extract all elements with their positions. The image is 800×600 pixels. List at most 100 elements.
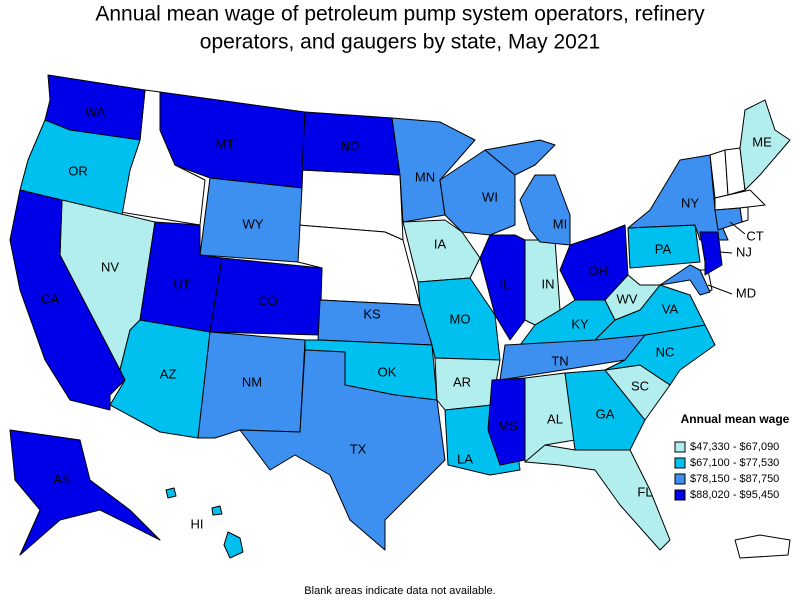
state-label: WA xyxy=(85,104,106,119)
legend-swatch xyxy=(674,473,686,485)
state-label: TN xyxy=(551,353,568,368)
state-label: WV xyxy=(617,291,638,306)
state: SC xyxy=(604,364,671,421)
state-label: HI xyxy=(191,516,204,531)
title: operators, and gaugers by state, May 202… xyxy=(200,31,600,54)
state-shape xyxy=(734,534,791,559)
state-label: PA xyxy=(655,241,672,256)
state-label: MI xyxy=(553,216,567,231)
state: MI xyxy=(484,139,571,246)
state: WY xyxy=(199,177,303,263)
legend: Annual mean wage xyxy=(681,412,790,426)
footnote: Blank areas indicate data not available. xyxy=(304,585,495,597)
state-shape xyxy=(484,139,571,246)
state-label: AK xyxy=(53,471,71,486)
state-shape xyxy=(9,189,126,411)
state-label: VA xyxy=(662,301,679,316)
legend-label: $47,330 - $67,090 xyxy=(690,441,779,453)
state: PA xyxy=(627,224,701,269)
state: ME xyxy=(739,99,791,191)
legend-swatch xyxy=(674,441,686,453)
state-shape xyxy=(165,487,244,559)
state: IL xyxy=(479,234,526,341)
state: VA xyxy=(594,284,706,341)
state-label: IL xyxy=(500,276,511,291)
title: Annual mean wage of petroleum pump syste… xyxy=(95,3,705,26)
state-label: ND xyxy=(341,138,360,153)
state: FL xyxy=(524,444,671,551)
state-label: AR xyxy=(453,374,471,389)
state: TN xyxy=(499,334,646,381)
state: AR xyxy=(434,357,501,411)
state-label: KS xyxy=(363,306,381,321)
state-label: FL xyxy=(637,484,652,499)
state: HI xyxy=(165,487,244,559)
state-label: NM xyxy=(242,374,262,389)
state-shape xyxy=(714,207,743,231)
legend-title: Annual mean wage xyxy=(681,412,790,426)
state-label: CO xyxy=(258,293,278,308)
state: NJ xyxy=(699,231,752,276)
state: WI xyxy=(439,149,516,236)
legend-swatch xyxy=(674,489,686,501)
blank-states xyxy=(119,89,791,559)
state-label: IA xyxy=(434,236,447,251)
state: AK xyxy=(9,429,161,556)
state-shape xyxy=(239,349,446,551)
leader-line xyxy=(719,251,733,254)
leader-line xyxy=(729,221,746,235)
state-shape xyxy=(439,149,516,236)
legend-label: $78,150 - $87,750 xyxy=(690,473,779,485)
state-label: CA xyxy=(41,291,59,306)
legend-label: $88,020 - $95,450 xyxy=(690,489,779,501)
state-shape xyxy=(9,429,161,556)
state-label: MD xyxy=(736,285,756,300)
state-shape xyxy=(699,231,723,276)
state-label: AZ xyxy=(160,366,177,381)
state-label: LA xyxy=(457,451,473,466)
state-label: NV xyxy=(101,259,119,274)
state: MD xyxy=(659,264,756,300)
state-shape xyxy=(487,377,526,466)
state: MS xyxy=(487,377,526,466)
state-shape xyxy=(479,234,526,341)
state: CA xyxy=(9,189,126,411)
state-label: UT xyxy=(173,276,190,291)
state-label: NC xyxy=(656,344,675,359)
state-label: MN xyxy=(415,169,435,184)
state: ND xyxy=(301,111,401,176)
state: TX xyxy=(239,349,446,551)
state: MN xyxy=(391,117,476,223)
state-label: AL xyxy=(547,411,563,426)
state: IN xyxy=(524,239,561,326)
state-label: TX xyxy=(350,441,367,456)
state-shape xyxy=(564,369,646,451)
state-label: NJ xyxy=(736,244,752,259)
legend-swatch xyxy=(674,457,686,469)
state-label: NY xyxy=(681,195,699,210)
state: OR xyxy=(19,119,141,216)
state: NC xyxy=(604,324,716,386)
state: CT xyxy=(714,207,764,243)
state: CO xyxy=(209,257,323,336)
state-shape xyxy=(659,264,711,296)
state: OH xyxy=(559,224,629,301)
state-shape xyxy=(19,119,141,216)
state-label: GA xyxy=(596,406,615,421)
state-label: WY xyxy=(243,216,264,231)
state: NM xyxy=(197,331,306,439)
state-label: MO xyxy=(450,311,471,326)
state-label: WI xyxy=(482,189,498,204)
state-label: KY xyxy=(571,316,589,331)
state: GA xyxy=(564,369,646,451)
state-shape xyxy=(739,99,791,191)
state: MO xyxy=(417,277,501,361)
state-label: OK xyxy=(378,364,397,379)
state-shape xyxy=(199,177,303,263)
state-label: OR xyxy=(68,163,88,178)
state-label: OH xyxy=(588,263,608,278)
state: KS xyxy=(317,299,433,346)
state-label: CT xyxy=(746,228,763,243)
state-label: MS xyxy=(498,418,518,433)
